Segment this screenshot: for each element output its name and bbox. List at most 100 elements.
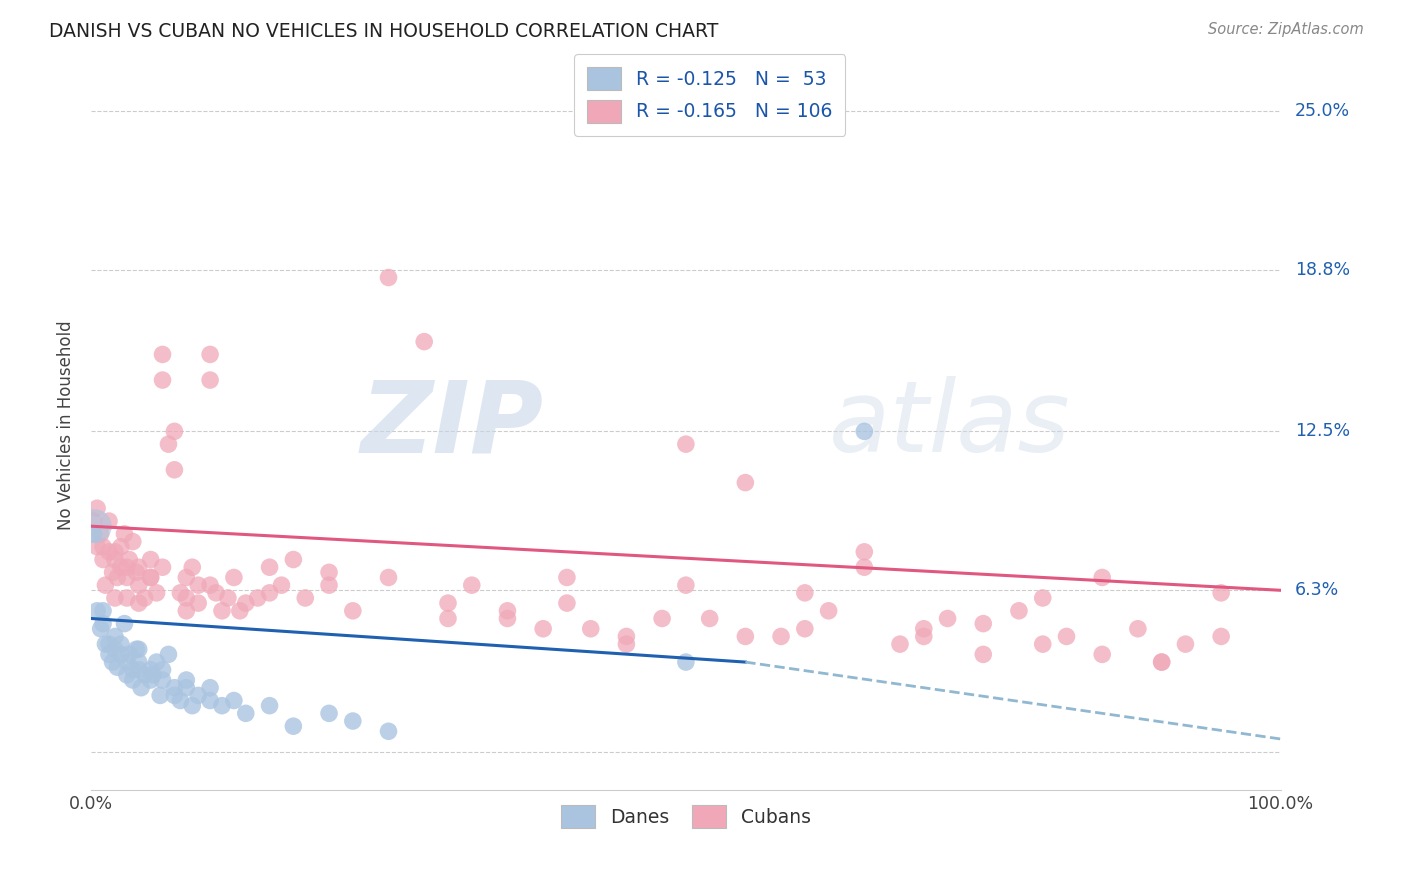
- Point: [134, 591, 156, 605]
- Point: [91, 540, 114, 554]
- Point: [198, 693, 221, 707]
- Point: [734, 629, 756, 643]
- Point: [98, 648, 121, 662]
- Point: [853, 545, 876, 559]
- Point: [163, 463, 186, 477]
- Point: [770, 629, 793, 643]
- Point: [104, 642, 127, 657]
- Point: [1091, 570, 1114, 584]
- Point: [1032, 637, 1054, 651]
- Point: [1211, 586, 1233, 600]
- Point: [377, 724, 399, 739]
- Point: [115, 570, 138, 584]
- Point: [134, 668, 156, 682]
- Point: [83, 514, 105, 528]
- Point: [110, 560, 132, 574]
- Point: [936, 611, 959, 625]
- Point: [437, 596, 460, 610]
- Point: [157, 437, 180, 451]
- Point: [675, 655, 697, 669]
- Point: [157, 648, 180, 662]
- Point: [1032, 591, 1054, 605]
- Point: [115, 668, 138, 682]
- Point: [152, 347, 174, 361]
- Point: [114, 527, 136, 541]
- Point: [98, 637, 121, 651]
- Point: [198, 681, 221, 695]
- Point: [139, 673, 162, 687]
- Point: [110, 540, 132, 554]
- Point: [145, 655, 167, 669]
- Point: [235, 706, 257, 721]
- Point: [181, 560, 204, 574]
- Point: [1091, 648, 1114, 662]
- Point: [972, 616, 994, 631]
- Point: [104, 591, 127, 605]
- Point: [817, 604, 839, 618]
- Point: [83, 519, 105, 533]
- Point: [90, 622, 112, 636]
- Point: [152, 373, 174, 387]
- Point: [318, 566, 340, 580]
- Point: [86, 501, 108, 516]
- Text: 6.3%: 6.3%: [1295, 582, 1339, 599]
- Point: [259, 560, 281, 574]
- Point: [149, 689, 172, 703]
- Point: [294, 591, 316, 605]
- Point: [128, 560, 150, 574]
- Point: [853, 560, 876, 574]
- Point: [198, 578, 221, 592]
- Point: [98, 545, 121, 559]
- Point: [1126, 622, 1149, 636]
- Point: [101, 566, 124, 580]
- Point: [139, 570, 162, 584]
- Point: [616, 637, 638, 651]
- Point: [110, 637, 132, 651]
- Point: [187, 578, 209, 592]
- Point: [110, 648, 132, 662]
- Point: [377, 270, 399, 285]
- Point: [377, 570, 399, 584]
- Point: [121, 663, 143, 677]
- Point: [616, 629, 638, 643]
- Point: [83, 527, 105, 541]
- Text: 12.5%: 12.5%: [1295, 422, 1350, 441]
- Point: [115, 560, 138, 574]
- Point: [1150, 655, 1173, 669]
- Text: Source: ZipAtlas.com: Source: ZipAtlas.com: [1208, 22, 1364, 37]
- Point: [222, 570, 245, 584]
- Point: [283, 552, 305, 566]
- Point: [91, 552, 114, 566]
- Point: [101, 655, 124, 669]
- Point: [555, 596, 578, 610]
- Point: [176, 591, 198, 605]
- Point: [793, 622, 815, 636]
- Point: [912, 622, 935, 636]
- Legend: Danes, Cubans: Danes, Cubans: [554, 797, 818, 836]
- Point: [211, 698, 233, 713]
- Point: [259, 698, 281, 713]
- Point: [555, 570, 578, 584]
- Point: [105, 660, 128, 674]
- Point: [139, 663, 162, 677]
- Point: [699, 611, 721, 625]
- Text: 25.0%: 25.0%: [1295, 102, 1350, 120]
- Point: [1008, 604, 1031, 618]
- Point: [222, 693, 245, 707]
- Point: [115, 591, 138, 605]
- Point: [579, 622, 602, 636]
- Point: [734, 475, 756, 490]
- Point: [121, 673, 143, 687]
- Point: [94, 637, 117, 651]
- Point: [145, 586, 167, 600]
- Point: [128, 596, 150, 610]
- Point: [283, 719, 305, 733]
- Point: [176, 673, 198, 687]
- Point: [853, 425, 876, 439]
- Point: [181, 698, 204, 713]
- Point: [972, 648, 994, 662]
- Point: [121, 534, 143, 549]
- Point: [104, 545, 127, 559]
- Point: [152, 560, 174, 574]
- Point: [912, 629, 935, 643]
